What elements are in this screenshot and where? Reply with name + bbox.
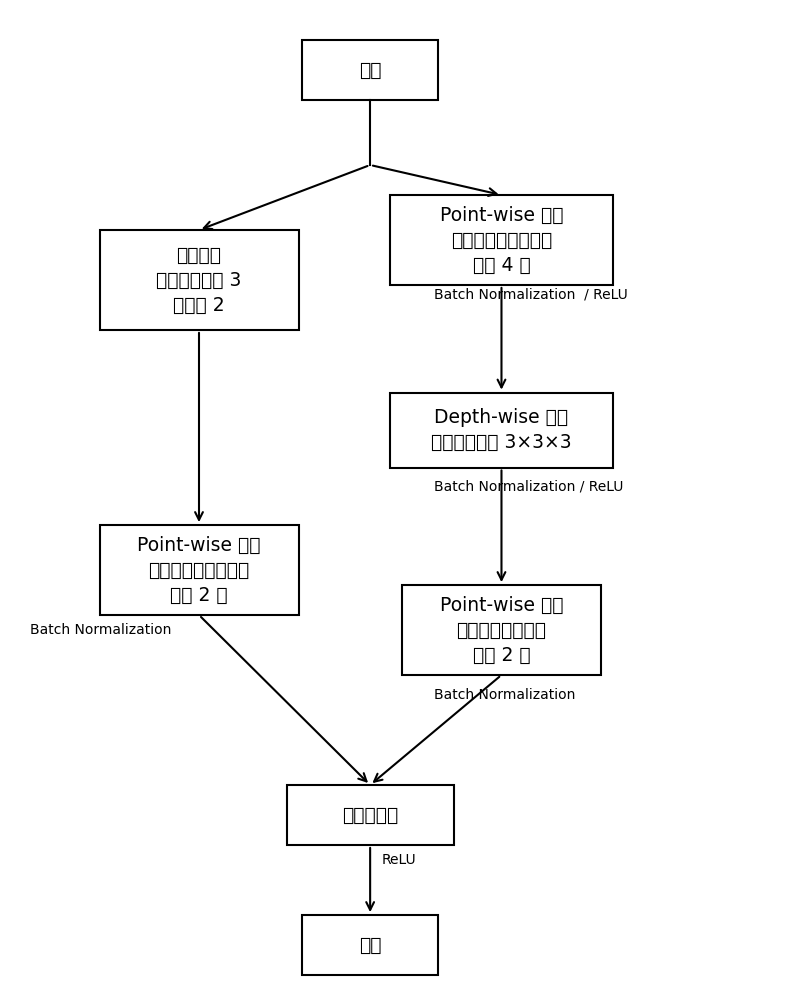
Bar [302,915,438,975]
Text: Batch Normalization  / ReLU: Batch Normalization / ReLU [434,288,627,302]
Text: Batch Normalization: Batch Normalization [434,688,576,702]
Text: Depth-wise 卷积
卷积核尺寸为 3×3×3: Depth-wise 卷积 卷积核尺寸为 3×3×3 [431,408,572,452]
Bar [402,585,601,675]
Text: 平均池化
池化核尺寸为 3
步长为 2: 平均池化 池化核尺寸为 3 步长为 2 [156,245,242,314]
Text: Batch Normalization / ReLU: Batch Normalization / ReLU [434,480,623,494]
Bar [100,230,298,330]
Text: Point-wise 卷积
宽度为输入数据通道
数的 4 倍: Point-wise 卷积 宽度为输入数据通道 数的 4 倍 [439,206,564,274]
Text: Point-wise 卷积
宽度为输入数据通
道数 2 倍: Point-wise 卷积 宽度为输入数据通 道数 2 倍 [439,595,564,664]
Bar [302,40,438,100]
Text: Point-wise 卷积
宽度为输入数据通道
数的 2 倍: Point-wise 卷积 宽度为输入数据通道 数的 2 倍 [137,536,261,604]
Bar [390,392,613,468]
Text: 输出: 输出 [359,936,381,954]
Bar [390,195,613,285]
Text: 输入: 输入 [359,60,381,80]
Text: 逐元素相加: 逐元素相加 [342,806,398,824]
Text: Batch Normalization: Batch Normalization [30,623,172,637]
Text: ReLU: ReLU [382,853,416,867]
Bar [287,785,454,845]
Bar [100,525,298,615]
